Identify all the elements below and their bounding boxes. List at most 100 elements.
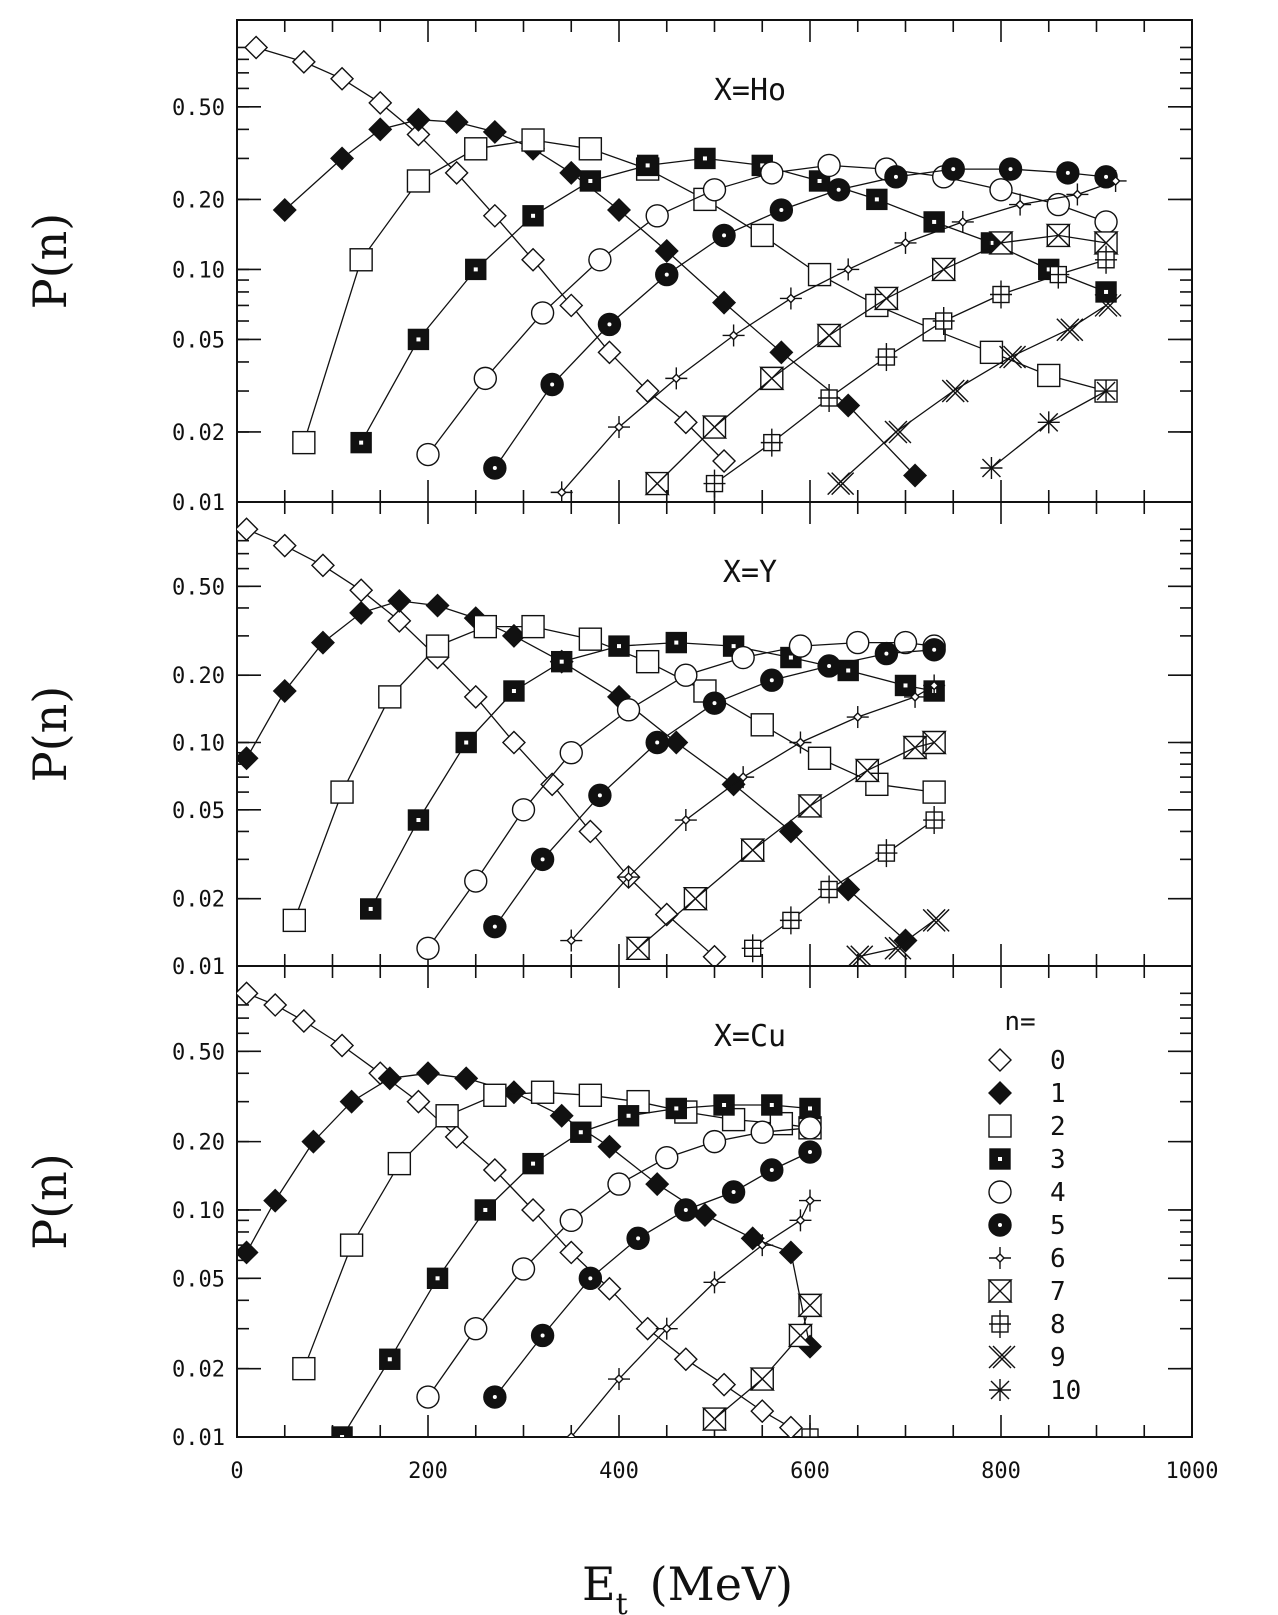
data-point <box>760 428 783 457</box>
x-tick-label: 1000 <box>1166 1459 1219 1484</box>
data-point <box>416 442 440 467</box>
data-point <box>779 287 802 310</box>
legend-entry: 5 <box>988 1211 1066 1241</box>
data-point <box>694 147 716 170</box>
data-point <box>521 614 545 639</box>
data-point <box>588 248 612 272</box>
data-point <box>674 1198 698 1222</box>
data-point <box>578 1083 603 1107</box>
data-point <box>769 340 794 365</box>
data-point <box>779 906 802 935</box>
data-point <box>979 340 1004 365</box>
y-tick-label: 0.05 <box>172 328 225 353</box>
fit-curve <box>714 1305 811 1420</box>
data-point <box>1047 260 1070 289</box>
data-point <box>903 463 928 488</box>
data-point <box>846 945 874 966</box>
legend-label: 9 <box>1050 1343 1066 1373</box>
data-point <box>1009 193 1032 216</box>
data-point <box>951 210 974 233</box>
data-point <box>625 936 651 961</box>
data-point <box>665 631 687 654</box>
data-point <box>816 323 842 348</box>
legend-marker <box>988 1081 1012 1105</box>
legend-label: 6 <box>1050 1244 1066 1274</box>
fit-curve <box>494 168 1107 469</box>
data-point <box>272 679 297 703</box>
legend-entry: 8 <box>989 1310 1066 1340</box>
data-point <box>1095 380 1118 403</box>
series-n0 <box>244 35 737 474</box>
data-point <box>636 154 659 177</box>
series-n7 <box>701 1293 823 1431</box>
fit-curve <box>714 259 1107 485</box>
data-point <box>387 608 412 633</box>
data-point <box>559 741 583 765</box>
data-point <box>655 1317 678 1340</box>
data-point <box>701 415 728 439</box>
legend-label: 5 <box>1050 1211 1066 1241</box>
data-point <box>406 122 431 147</box>
legend-marker <box>988 1213 1012 1237</box>
data-point <box>482 203 507 228</box>
data-point <box>818 383 841 412</box>
legend-marker <box>988 1048 1012 1072</box>
data-point <box>702 1129 727 1154</box>
fit-curve <box>341 1104 811 1437</box>
data-point <box>761 1094 783 1116</box>
x-tick-label: 400 <box>599 1459 639 1484</box>
data-point <box>474 1199 496 1221</box>
data-point <box>750 713 774 737</box>
data-point <box>932 307 955 336</box>
y-tick-label: 0.50 <box>172 575 225 600</box>
legend-entry: 1 <box>988 1079 1066 1109</box>
data-point <box>617 1105 640 1127</box>
data-point <box>807 746 832 770</box>
data-point <box>712 1372 737 1397</box>
legend-label: 4 <box>1050 1178 1066 1208</box>
data-point <box>931 257 957 282</box>
data-point <box>597 1134 622 1159</box>
data-point <box>980 457 1003 480</box>
data-point <box>788 634 813 658</box>
legend-label: 1 <box>1050 1079 1066 1109</box>
data-point <box>455 731 477 754</box>
data-point <box>654 239 679 263</box>
data-point <box>923 211 945 233</box>
data-point <box>674 809 697 832</box>
plot-frame <box>236 501 1193 967</box>
data-point <box>368 117 393 142</box>
data-point <box>331 1426 353 1437</box>
legend-entry: 0 <box>988 1046 1066 1076</box>
data-point <box>540 772 565 797</box>
data-point <box>597 340 622 365</box>
data-point <box>854 758 880 783</box>
data-point <box>559 1240 584 1265</box>
data-point <box>713 1094 735 1116</box>
data-point <box>551 650 573 673</box>
data-point <box>559 293 584 318</box>
y-tick-label: 0.01 <box>172 1426 225 1451</box>
data-point <box>559 1208 583 1233</box>
y-tick-label: 0.02 <box>172 1358 225 1383</box>
legend-entry: 6 <box>989 1244 1066 1274</box>
legend-label: 7 <box>1050 1277 1066 1307</box>
data-point <box>597 1276 622 1301</box>
legend-label: 3 <box>1050 1145 1066 1175</box>
data-point <box>769 198 794 222</box>
data-point <box>237 981 259 1006</box>
data-point <box>608 635 630 657</box>
data-point <box>703 469 726 498</box>
data-point <box>664 730 689 755</box>
data-point <box>741 934 764 963</box>
data-point <box>654 902 679 927</box>
data-point <box>702 944 727 966</box>
data-point <box>626 1226 650 1251</box>
data-point <box>607 198 631 223</box>
data-point <box>560 929 583 952</box>
y-tick-label: 0.20 <box>172 664 225 689</box>
data-point <box>263 992 288 1017</box>
data-point <box>866 188 888 211</box>
data-point <box>846 630 870 655</box>
